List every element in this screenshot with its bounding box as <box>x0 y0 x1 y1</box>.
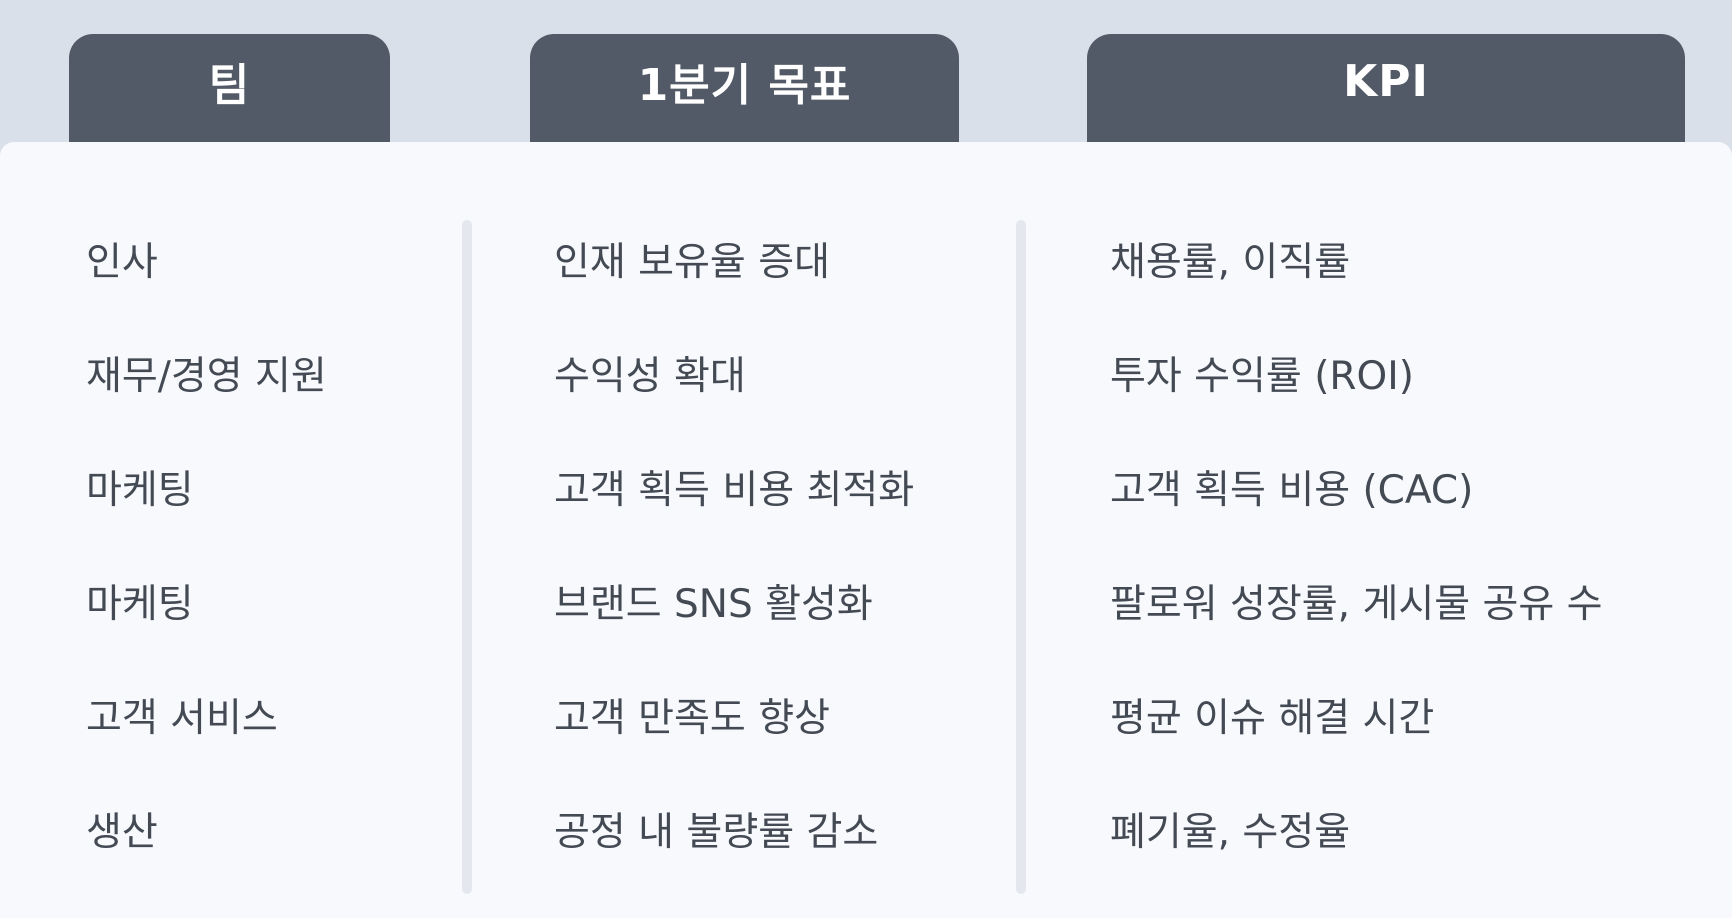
goal-cell: 브랜드 SNS 활성화 <box>554 582 873 627</box>
goal-cell: 공정 내 불량률 감소 <box>554 810 879 855</box>
goal-cell: 고객 획득 비용 최적화 <box>554 468 915 513</box>
kpi-cell: 팔로워 성장률, 게시물 공유 수 <box>1110 582 1603 627</box>
team-cell: 마케팅 <box>86 582 194 627</box>
column-header-kpi: KPI <box>1087 34 1685 144</box>
team-cell: 고객 서비스 <box>86 696 278 741</box>
table-body-panel <box>0 142 1732 918</box>
goal-column: 인재 보유율 증대 수익성 확대 고객 획득 비용 최적화 브랜드 SNS 활성… <box>554 206 914 890</box>
team-cell: 인사 <box>86 240 158 285</box>
kpi-cell: 고객 획득 비용 (CAC) <box>1110 468 1474 513</box>
team-cell: 마케팅 <box>86 468 194 513</box>
column-divider <box>462 220 472 894</box>
goal-cell: 수익성 확대 <box>554 354 746 399</box>
column-divider <box>1016 220 1026 894</box>
kpi-cell: 채용률, 이직률 <box>1110 240 1351 285</box>
team-cell: 생산 <box>86 810 158 855</box>
kpi-cell: 투자 수익률 (ROI) <box>1110 354 1414 399</box>
goal-cell: 고객 만족도 향상 <box>554 696 830 741</box>
column-header-q1-goal: 1분기 목표 <box>530 34 959 144</box>
kpi-column: 채용률, 이직률 투자 수익률 (ROI) 고객 획득 비용 (CAC) 팔로워… <box>1110 206 1603 890</box>
goal-cell: 인재 보유율 증대 <box>554 240 830 285</box>
column-header-team: 팀 <box>69 34 390 144</box>
team-cell: 재무/경영 지원 <box>86 354 327 399</box>
kpi-cell: 평균 이슈 해결 시간 <box>1110 696 1435 741</box>
team-column: 인사 재무/경영 지원 마케팅 마케팅 고객 서비스 생산 <box>86 206 327 890</box>
kpi-cell: 폐기율, 수정율 <box>1110 810 1351 855</box>
